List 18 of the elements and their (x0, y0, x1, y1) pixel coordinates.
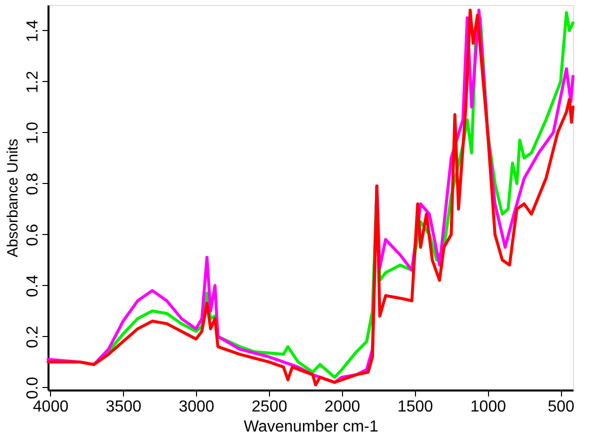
y-tick-label: 0.0 (24, 376, 42, 400)
y-tick-label: 1.2 (24, 70, 42, 94)
x-axis-title: Wavenumber cm-1 (244, 418, 378, 436)
x-tick-label: 4000 (32, 398, 69, 416)
y-tick-label: 0.4 (24, 274, 42, 298)
x-tick-label: 1500 (397, 398, 434, 416)
y-tick-label: 1.4 (24, 20, 42, 42)
x-tick-label: 3000 (178, 398, 214, 416)
y-tick-label: 1.0 (24, 122, 42, 144)
x-tick-label: 3500 (106, 398, 142, 416)
x-tick-label: 2000 (324, 398, 360, 416)
x-tick-label: 2500 (252, 398, 288, 416)
y-axis-title: Absorbance Units (4, 138, 22, 258)
x-tick-label: 500 (548, 398, 575, 416)
y-tick-label: 0.6 (24, 224, 42, 246)
x-tick-label: 1000 (470, 398, 506, 416)
y-tick-label: 0.2 (24, 326, 42, 348)
y-tick-label: 0.8 (24, 172, 42, 196)
